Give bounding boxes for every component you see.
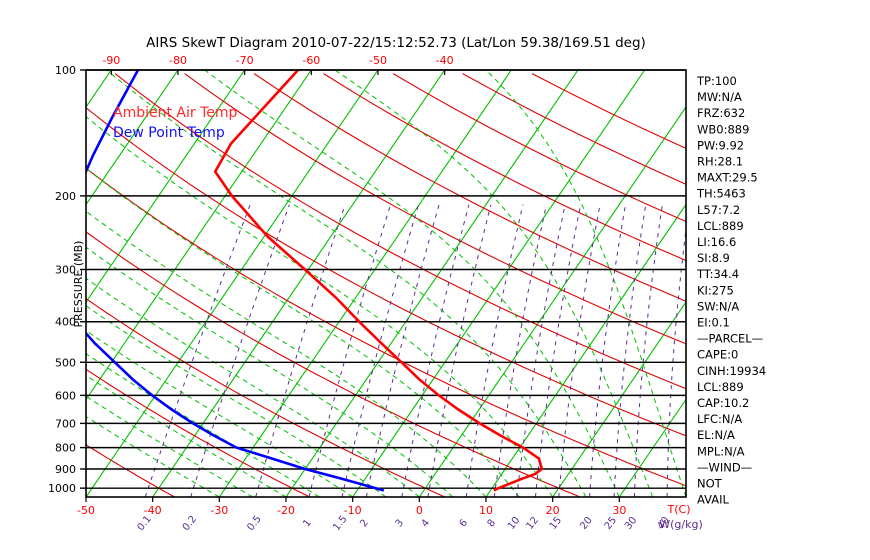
top-temp-tick-label: -90 bbox=[102, 54, 120, 67]
panel-item: CAPE:0 bbox=[697, 348, 738, 362]
pressure-tick-label: 500 bbox=[55, 356, 76, 369]
panel-item: EI:0.1 bbox=[697, 316, 730, 330]
panel-item: EL:N/A bbox=[697, 428, 735, 442]
panel-item: LCL:889 bbox=[697, 219, 744, 233]
panel-item: LFC:N/A bbox=[697, 412, 742, 426]
background-gridlines bbox=[86, 70, 686, 497]
mixing-ratio-tick-label: 2 bbox=[358, 518, 371, 530]
panel-item: L57:7.2 bbox=[697, 203, 740, 217]
panel-item: TH:5463 bbox=[696, 187, 746, 201]
panel-item: KI:275 bbox=[697, 283, 734, 297]
panel-item: RH:28.1 bbox=[697, 155, 743, 169]
sounding-indices-panel: TP:100 MW:N/A FRZ:632 WB0:889 PW:9.92 RH:28.1… bbox=[696, 74, 766, 507]
bottom-temp-tick-label: -10 bbox=[344, 504, 362, 517]
bottom-temp-tick-label: -40 bbox=[144, 504, 162, 517]
bottom-temp-tick-label: -20 bbox=[277, 504, 295, 517]
pressure-tick-label: 800 bbox=[55, 442, 76, 455]
legend-dew-point-temp: Dew Point Temp bbox=[113, 125, 225, 141]
mixing-ratio-axis-label: W(g/kg) bbox=[659, 518, 703, 531]
panel-item: LCL:889 bbox=[697, 380, 744, 394]
legend-ambient-air-temp: Ambient Air Temp bbox=[113, 105, 238, 121]
pressure-tick-label: 600 bbox=[55, 389, 76, 402]
panel-item: WB0:889 bbox=[697, 122, 749, 136]
panel-item: CINH:19934 bbox=[697, 364, 766, 378]
panel-item: PW:9.92 bbox=[697, 138, 744, 152]
pressure-tick-label: 700 bbox=[55, 417, 76, 430]
plot-frame bbox=[85, 69, 687, 498]
top-temp-tick-label: -60 bbox=[302, 54, 320, 67]
panel-item: TP:100 bbox=[696, 74, 737, 88]
pressure-tick-label: 1000 bbox=[48, 482, 76, 495]
pressure-axis-ticks: 100 200 300 400 500 600 700 800 900 1000 bbox=[48, 64, 86, 495]
bottom-temp-tick-label: -30 bbox=[210, 504, 228, 517]
ambient-temp-curve bbox=[213, 70, 544, 492]
sounding-curves bbox=[86, 70, 544, 492]
panel-item: NOT bbox=[697, 477, 723, 491]
panel-item: MAXT:29.5 bbox=[697, 171, 758, 185]
panel-item: MW:N/A bbox=[697, 90, 742, 104]
bottom-temp-tick-label: 30 bbox=[612, 504, 626, 517]
top-temperature-ticks: -90 -80 -70 -60 -50 -40 bbox=[102, 54, 454, 75]
panel-item: SI:8.9 bbox=[697, 251, 730, 265]
dew-point-curve bbox=[86, 70, 385, 492]
panel-item: —PARCEL— bbox=[697, 332, 763, 346]
bottom-temperature-ticks: -50 -40 -30 -20 -10 0 10 20 30 bbox=[77, 497, 626, 517]
bottom-temp-tick-label: -50 bbox=[77, 504, 95, 517]
pressure-axis-label: PRESSURE (MB) bbox=[72, 241, 85, 328]
bottom-temp-tick-label: 20 bbox=[546, 504, 560, 517]
top-temp-tick-label: -50 bbox=[369, 54, 387, 67]
panel-item: SW:N/A bbox=[697, 299, 739, 313]
mixing-ratio-tick-label: 4 bbox=[420, 518, 433, 530]
panel-item: TT:34.4 bbox=[696, 267, 739, 281]
pressure-tick-label: 200 bbox=[55, 190, 76, 203]
panel-item: FRZ:632 bbox=[697, 106, 745, 120]
panel-item: AVAIL bbox=[697, 493, 730, 507]
mixing-ratio-tick-label: 1 bbox=[301, 518, 314, 530]
mixing-ratio-tick-label: 8 bbox=[486, 518, 499, 530]
top-temp-tick-label: -80 bbox=[169, 54, 187, 67]
mixing-ratio-tick-label: 3 bbox=[394, 518, 407, 530]
top-temp-tick-label: -70 bbox=[236, 54, 254, 67]
top-temp-tick-label: -40 bbox=[436, 54, 454, 67]
panel-item: CAP:10.2 bbox=[697, 396, 749, 410]
page-title: AIRS SkewT Diagram 2010-07-22/15:12:52.7… bbox=[146, 35, 646, 51]
pressure-tick-label: 300 bbox=[55, 264, 76, 277]
panel-item: LI:16.6 bbox=[697, 235, 736, 249]
mixing-ratio-tick-label: 6 bbox=[458, 518, 471, 530]
pressure-tick-label: 400 bbox=[55, 316, 76, 329]
bottom-temp-tick-label: 10 bbox=[479, 504, 493, 517]
temperature-axis-label: T(C) bbox=[667, 503, 691, 516]
pressure-tick-label: 100 bbox=[55, 64, 76, 77]
pressure-tick-label: 900 bbox=[55, 463, 76, 476]
panel-item: —WIND— bbox=[697, 460, 752, 474]
bottom-temp-tick-label: 0 bbox=[416, 504, 423, 517]
panel-item: MPL:N/A bbox=[697, 444, 745, 458]
